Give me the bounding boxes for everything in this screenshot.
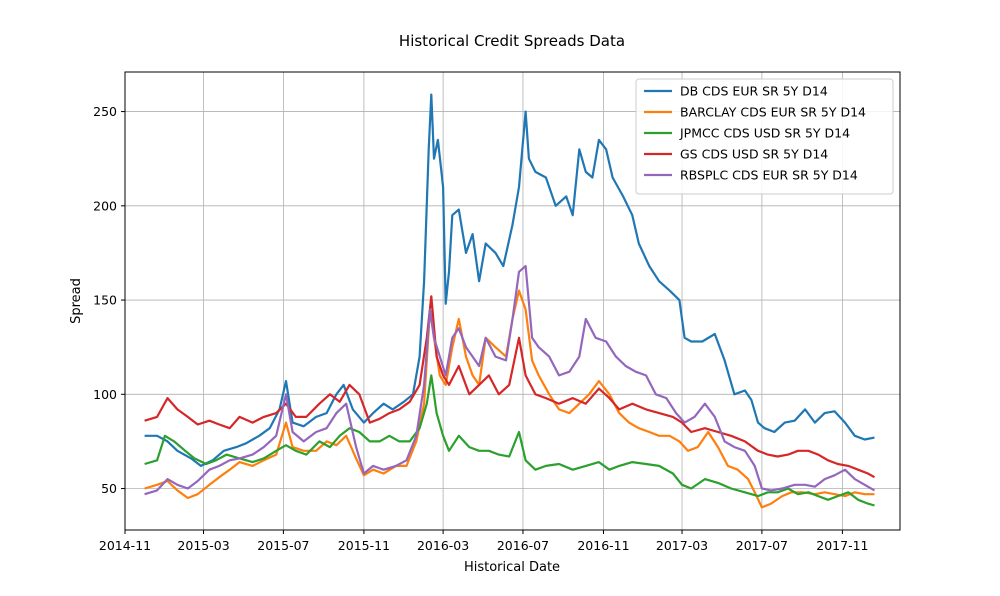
x-tick-label: 2014-11 — [99, 538, 151, 553]
chart-title: Historical Credit Spreads Data — [399, 32, 625, 50]
x-tick-label: 2017-07 — [736, 538, 788, 553]
series-line-5 — [144, 265, 876, 496]
y-tick-label: 150 — [93, 293, 117, 308]
series-line-1 — [144, 93, 875, 467]
legend-box — [635, 78, 894, 195]
x-tick-label: 2016-07 — [497, 538, 549, 553]
x-axis-label: Historical Date — [464, 560, 560, 575]
legend-label: BARCLAY CDS EUR SR 5Y D14 — [680, 105, 866, 120]
x-tick-label: 2017-03 — [656, 538, 708, 553]
series-line-3 — [144, 374, 875, 507]
x-tick-label: 2015-03 — [177, 538, 229, 553]
x-tick-label: 2015-11 — [338, 538, 390, 553]
legend-label: RBSPLC CDS EUR SR 5Y D14 — [680, 168, 858, 183]
x-tick-label: 2016-11 — [577, 538, 629, 553]
y-tick-label: 200 — [93, 198, 117, 213]
legend-label: JPMCC CDS USD SR 5Y D14 — [679, 126, 850, 141]
legend-label: GS CDS USD SR 5Y D14 — [680, 147, 828, 162]
y-axis: 50 100 150 200 250 — [93, 104, 125, 496]
y-tick-label: 100 — [93, 387, 117, 402]
plot-frame — [124, 71, 901, 531]
y-tick-label: 250 — [93, 104, 117, 119]
y-tick-label: 50 — [101, 481, 117, 496]
series-line-4 — [144, 295, 876, 479]
x-tick-label: 2016-03 — [417, 538, 469, 553]
x-tick-label: 2017-11 — [816, 538, 868, 553]
y-axis-label: Spread — [69, 278, 84, 324]
legend-label: DB CDS EUR SR 5Y D14 — [680, 84, 828, 99]
series-layer — [144, 93, 876, 509]
x-axis: 2014-11 2015-03 2015-07 2015-11 2016-03 2016-… — [99, 530, 869, 553]
legend: DB CDS EUR SR 5Y D14 BARCLAY CDS EUR SR 5… — [635, 78, 894, 195]
x-tick-label: 2015-07 — [257, 538, 309, 553]
